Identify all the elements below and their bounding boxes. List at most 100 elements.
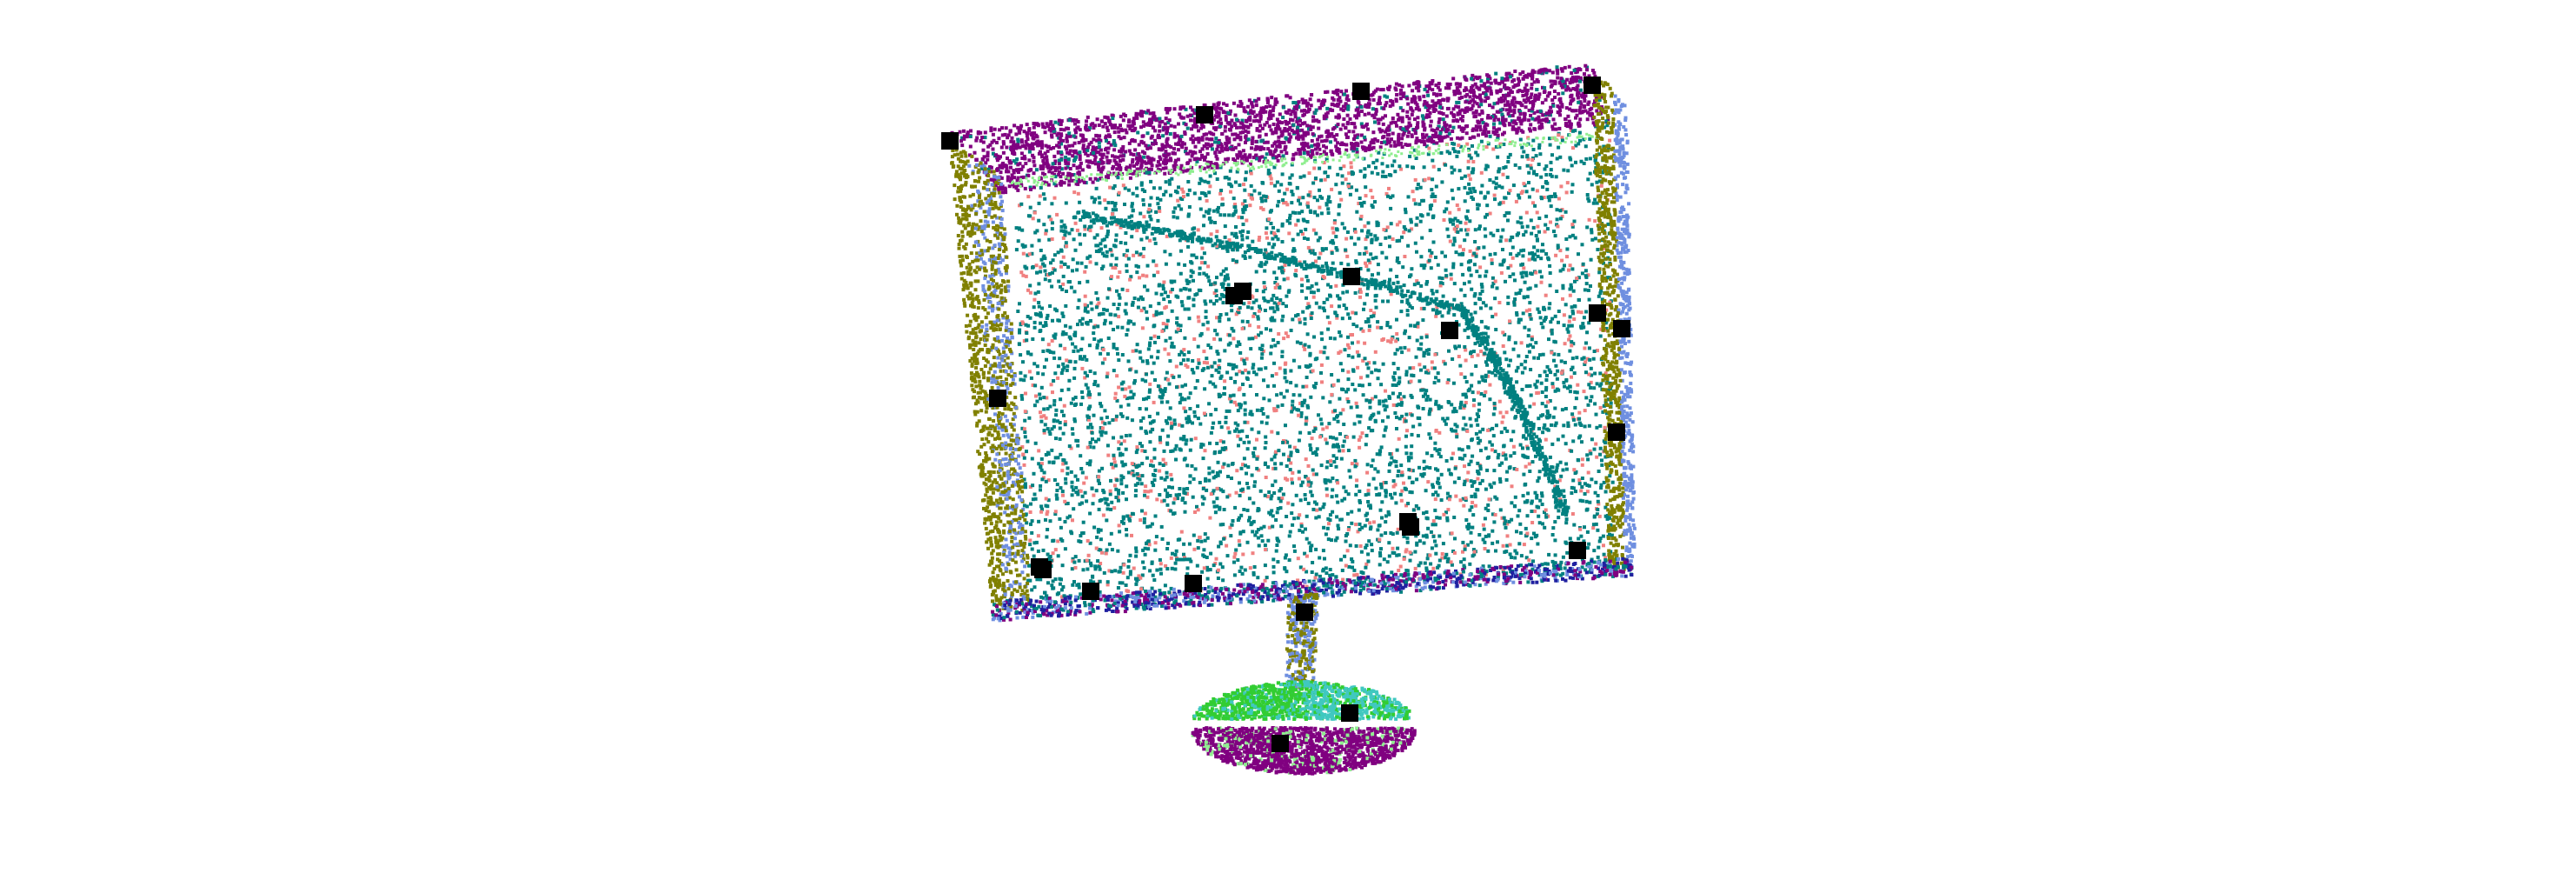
cloud-point xyxy=(1331,573,1335,577)
cloud-point xyxy=(1055,489,1059,492)
cloud-point xyxy=(1278,499,1283,503)
cloud-point xyxy=(1583,492,1587,496)
cloud-point xyxy=(1229,190,1232,194)
cloud-point xyxy=(1205,536,1210,540)
cloud-point xyxy=(1136,476,1140,480)
cloud-point xyxy=(1316,198,1319,203)
cloud-point xyxy=(1261,207,1265,211)
cloud-point xyxy=(1501,543,1505,548)
cloud-point xyxy=(1469,312,1473,317)
cloud-point xyxy=(1056,539,1060,543)
cloud-point xyxy=(1288,176,1292,180)
cloud-point xyxy=(1061,458,1066,462)
cloud-point xyxy=(1462,483,1466,487)
cloud-point xyxy=(1385,560,1390,564)
cloud-point xyxy=(1328,518,1332,523)
cloud-point xyxy=(1351,172,1354,177)
cloud-point xyxy=(1370,237,1374,242)
cloud-point xyxy=(1247,323,1251,328)
cloud-point xyxy=(1546,195,1550,199)
cloud-point xyxy=(1344,490,1348,494)
cloud-point xyxy=(1039,504,1044,509)
cloud-point xyxy=(1218,337,1223,342)
cloud-point xyxy=(1235,403,1238,407)
cloud-point xyxy=(1253,480,1257,484)
cloud-point xyxy=(1414,157,1418,160)
cloud-point xyxy=(1252,446,1257,450)
cloud-point xyxy=(1403,345,1407,350)
cloud-point xyxy=(1169,509,1173,513)
cloud-point xyxy=(1136,305,1140,310)
cloud-point xyxy=(1347,346,1351,350)
cloud-point xyxy=(1216,577,1220,580)
cloud-point xyxy=(1080,357,1085,361)
cloud-point xyxy=(1460,576,1464,580)
cloud-point xyxy=(1365,286,1370,290)
cloud-point xyxy=(1343,554,1347,558)
cloud-point xyxy=(1218,562,1223,566)
cloud-point xyxy=(1530,501,1534,505)
cloud-point xyxy=(1320,196,1325,200)
cloud-point xyxy=(1339,197,1344,202)
cloud-point xyxy=(1388,277,1391,282)
cloud-point xyxy=(1338,432,1342,436)
cloud-point xyxy=(1549,370,1553,375)
cloud-point xyxy=(1294,493,1298,497)
cloud-point xyxy=(1048,519,1052,523)
cloud-point xyxy=(1019,353,1023,357)
cloud-point xyxy=(1527,195,1531,199)
cloud-point xyxy=(1328,293,1331,297)
cloud-point xyxy=(1124,241,1128,245)
cloud-point xyxy=(1541,430,1545,435)
cloud-point xyxy=(1550,328,1554,332)
cloud-point xyxy=(1559,370,1564,375)
cloud-point xyxy=(1044,321,1048,325)
cloud-point xyxy=(1372,311,1377,316)
cloud-point xyxy=(1232,573,1237,577)
cloud-point xyxy=(1065,358,1069,363)
cloud-point xyxy=(1230,477,1233,480)
cloud-point xyxy=(1434,314,1438,318)
cloud-point xyxy=(1028,510,1032,514)
cloud-point xyxy=(1166,434,1171,438)
cloud-point xyxy=(1120,325,1125,330)
cloud-point xyxy=(1445,150,1450,154)
cloud-point xyxy=(1243,257,1247,260)
cloud-point xyxy=(1437,276,1442,280)
cloud-point xyxy=(1242,440,1246,444)
cloud-point xyxy=(1294,223,1298,227)
cloud-point xyxy=(1142,246,1146,250)
cloud-point xyxy=(1323,345,1327,350)
cloud-point xyxy=(1052,268,1057,272)
cloud-point xyxy=(1017,226,1021,230)
cloud-point xyxy=(1232,555,1237,559)
cloud-point xyxy=(1236,518,1240,522)
cloud-point xyxy=(1553,553,1557,557)
cloud-point xyxy=(1145,288,1150,292)
cloud-point xyxy=(1174,364,1178,369)
cloud-point xyxy=(1480,478,1484,483)
cloud-point xyxy=(1391,237,1395,241)
cloud-point xyxy=(1391,375,1396,379)
cloud-point xyxy=(1274,518,1278,522)
cloud-point xyxy=(1436,371,1440,376)
cloud-point xyxy=(1570,309,1575,313)
cloud-point xyxy=(1583,424,1587,429)
cloud-point xyxy=(1066,387,1071,391)
cloud-point xyxy=(1126,564,1131,569)
cloud-point xyxy=(1037,462,1041,466)
cloud-point xyxy=(1476,153,1480,157)
cloud-point xyxy=(1364,562,1369,566)
cloud-point xyxy=(1410,413,1414,417)
cloud-point xyxy=(1472,552,1477,557)
cloud-point xyxy=(1185,487,1190,490)
cloud-point xyxy=(1380,500,1384,504)
cloud-point xyxy=(1282,452,1285,457)
cloud-point xyxy=(1218,313,1223,317)
cloud-point xyxy=(1517,509,1522,513)
cloud-point xyxy=(1482,394,1486,397)
cloud-point xyxy=(1534,341,1538,345)
cloud-point xyxy=(1325,315,1330,319)
cloud-point xyxy=(1158,209,1162,213)
cloud-point xyxy=(1591,526,1596,530)
